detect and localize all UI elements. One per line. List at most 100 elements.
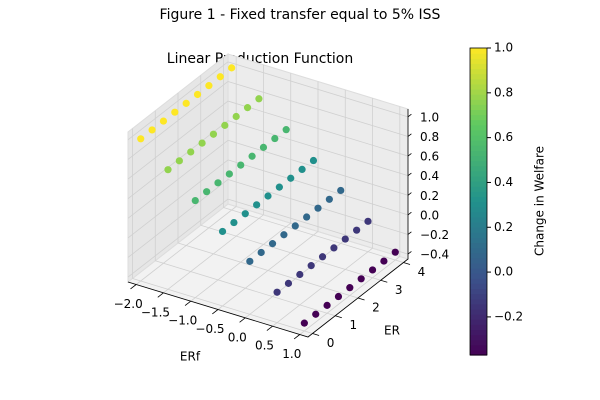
- colorbar-cell: [470, 134, 487, 141]
- point: [291, 222, 299, 230]
- tick-mark: [380, 279, 388, 283]
- point: [187, 148, 195, 156]
- point: [273, 288, 281, 296]
- point: [175, 157, 183, 165]
- tick-mark: [184, 300, 191, 306]
- point: [257, 248, 265, 257]
- point: [216, 73, 224, 81]
- colorbar-cell: [470, 314, 487, 320]
- point: [218, 227, 227, 236]
- grid-line: [227, 61, 409, 118]
- point: [314, 204, 322, 212]
- colorbar-cell: [470, 83, 487, 90]
- point: [268, 240, 277, 248]
- colorbar-cell: [470, 145, 487, 151]
- tick-label: 0.0: [228, 330, 247, 344]
- grid-line: [177, 242, 359, 299]
- colorbar-cell: [470, 160, 487, 167]
- point: [191, 196, 199, 205]
- point: [228, 64, 236, 72]
- point: [237, 161, 245, 169]
- point: [221, 121, 229, 129]
- grid-line: [223, 207, 404, 263]
- colorbar-cell: [470, 104, 487, 110]
- grid-line: [227, 100, 409, 157]
- tick-label: 0.5: [255, 339, 274, 353]
- colorbar-cell: [470, 99, 487, 105]
- tick-label: 1.0: [420, 110, 439, 124]
- colorbar-cell: [470, 273, 487, 279]
- tick-label: 0.6: [420, 150, 439, 164]
- colorbar-cell: [470, 339, 487, 346]
- grid-line: [127, 198, 229, 278]
- colorbar-cell: [470, 48, 487, 54]
- tick-mark: [403, 262, 411, 265]
- grid-line: [155, 260, 336, 317]
- colorbar-cell: [470, 216, 487, 223]
- grid-line: [127, 159, 229, 239]
- colorbar-cell: [470, 252, 487, 259]
- point: [341, 235, 349, 243]
- colorbar-cell: [470, 334, 487, 341]
- colorbar-cell: [470, 150, 487, 157]
- colorbar-cell: [470, 319, 487, 325]
- tick-label: −0.5: [195, 322, 224, 336]
- colorbar-cell: [470, 293, 487, 300]
- tick-label: −2.0: [114, 297, 143, 311]
- tick-label: 1: [349, 318, 357, 332]
- point: [325, 195, 333, 203]
- point: [209, 130, 218, 138]
- point: [287, 174, 295, 182]
- colorbar-cell: [470, 129, 487, 136]
- grid-line: [127, 179, 229, 258]
- point: [246, 257, 254, 265]
- point: [230, 218, 238, 227]
- point: [282, 126, 290, 134]
- y-axis-label: ER: [384, 324, 400, 338]
- tick-mark: [357, 297, 365, 301]
- colorbar-tick-label: 0.4: [494, 175, 513, 189]
- colorbar-tick-label: 0.0: [494, 265, 513, 279]
- colorbar-cell: [470, 242, 487, 249]
- tick-mark: [239, 317, 246, 323]
- point: [280, 231, 288, 239]
- tick-label: 1.0: [282, 347, 301, 361]
- point: [137, 135, 145, 143]
- point: [148, 126, 156, 134]
- colorbar-cell: [470, 288, 487, 295]
- grid-line: [227, 120, 409, 177]
- axis-line: [127, 109, 409, 338]
- point: [323, 301, 331, 309]
- tick-label: −1.5: [141, 305, 170, 319]
- point: [318, 253, 327, 261]
- colorbar-label: Change in Welfare: [533, 146, 547, 256]
- colorbar-cell: [470, 324, 487, 331]
- point: [193, 90, 202, 99]
- colorbar-cell: [470, 63, 487, 70]
- colorbar-cell: [470, 237, 487, 244]
- point: [334, 292, 343, 301]
- colorbar-cell: [470, 283, 487, 290]
- colorbar-cell: [470, 170, 487, 177]
- point: [243, 104, 252, 112]
- colorbar-cell: [470, 247, 487, 254]
- point: [248, 152, 256, 160]
- grid-line: [200, 224, 381, 281]
- tick-mark: [407, 113, 412, 118]
- point: [330, 244, 338, 252]
- colorbar-cell: [470, 78, 487, 85]
- colorbar-cell: [470, 206, 487, 213]
- colorbar-tick-label: 0.2: [494, 220, 513, 234]
- x-axis-label: ERf: [180, 350, 201, 364]
- tick-mark: [312, 333, 320, 336]
- point: [275, 183, 283, 191]
- tick-label: 0.8: [420, 130, 439, 144]
- tick-mark: [130, 284, 137, 290]
- point: [309, 156, 318, 165]
- colorbar-tick-label: −0.2: [494, 309, 523, 323]
- grid-line: [227, 139, 409, 196]
- colorbar-cell: [470, 308, 487, 315]
- colorbar-cell: [470, 232, 487, 238]
- colorbar-cell: [470, 268, 487, 274]
- grid-line: [127, 100, 229, 180]
